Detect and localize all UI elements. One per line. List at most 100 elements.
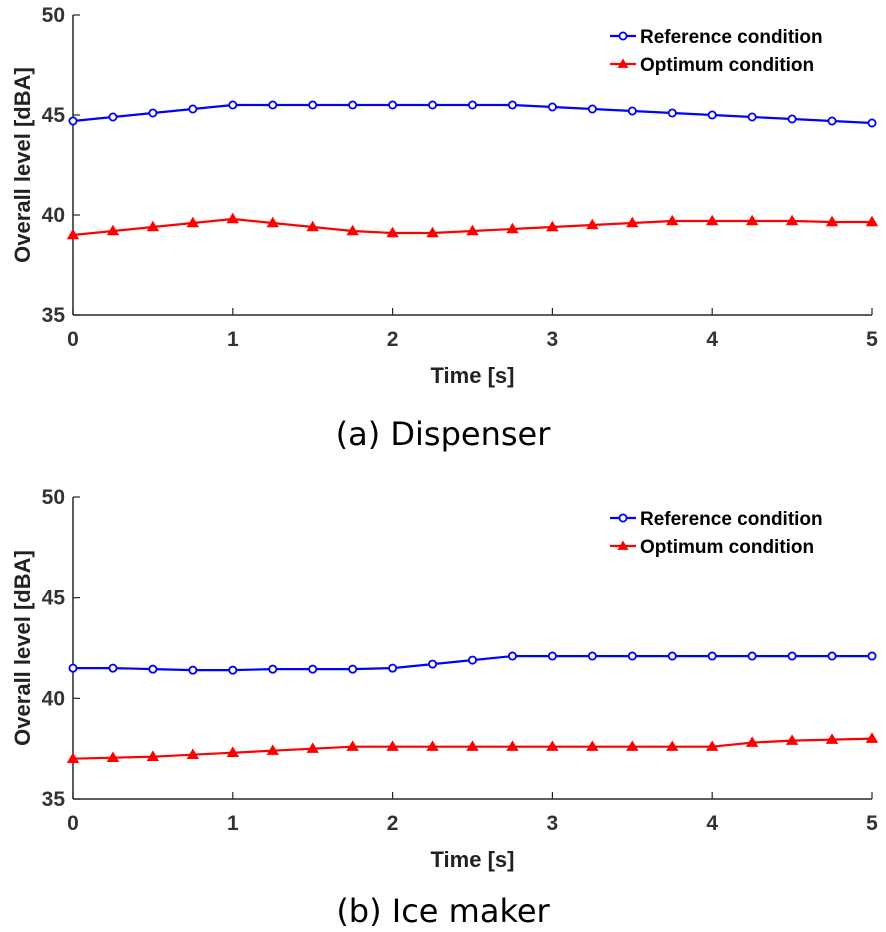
chart-b-y-tick-label: 50 — [42, 486, 65, 509]
chart-a-x-tick-label: 4 — [706, 328, 718, 351]
chart-a-y-axis-label: Overall level [dBA] — [10, 67, 35, 263]
chart-a-series-optimum-point — [666, 214, 679, 226]
chart-b-x-axis-label: Time [s] — [431, 847, 515, 872]
chart-a-series-optimum-point — [586, 218, 599, 230]
chart-a-series-reference-point — [667, 108, 677, 118]
chart-a-series-reference-point — [827, 116, 837, 126]
chart-a-series-reference-point — [627, 106, 637, 116]
chart-b-series-reference-point — [108, 663, 118, 673]
chart-b-series-reference-point — [827, 651, 837, 661]
chart-b-x-tick-label: 0 — [67, 812, 79, 835]
chart-a-series-optimum-point — [825, 215, 839, 227]
chart-a-series-optimum-point — [346, 224, 359, 236]
chart-a-series-reference-point — [747, 112, 757, 122]
chart-a-series-optimum-point — [306, 220, 319, 232]
chart-a-series-reference-point — [268, 100, 278, 110]
chart-a-series-optimum-point — [706, 214, 719, 226]
chart-b-series-optimum-point — [426, 740, 439, 751]
chart-a-series-optimum-point — [186, 216, 200, 228]
chart-b-series-reference-point — [667, 651, 677, 661]
chart-b-series-reference-point — [228, 665, 238, 675]
chart-a-series-reference-point — [507, 100, 517, 110]
chart-a-series-optimum-point — [466, 224, 479, 236]
chart-a-series-optimum-point — [426, 226, 439, 238]
chart-b-series-optimum-point — [785, 734, 799, 745]
chart-b-series-reference-point — [388, 663, 398, 673]
chart-b-series-optimum-point — [186, 748, 200, 759]
chart-b-series-reference-point — [308, 664, 318, 674]
chart-a-caption: (a) Dispenser — [336, 415, 552, 453]
chart-b-series-reference-point — [428, 659, 438, 669]
chart-a-series-reference-point — [148, 108, 158, 118]
chart-a-series-optimum-point — [785, 214, 799, 226]
chart-a-series-reference-point — [68, 116, 78, 126]
chart-a-series-reference-point — [707, 110, 717, 120]
chart-a-series-reference-point — [348, 100, 358, 110]
chart-b-y-tick-label: 40 — [42, 687, 65, 710]
chart-b-legend-optimum-marker — [617, 540, 629, 550]
chart-a-series-optimum-point — [506, 222, 519, 234]
chart-a-x-tick-label: 0 — [67, 328, 79, 351]
chart-a-series-reference-point — [867, 118, 877, 128]
chart-b-series-reference-point — [148, 664, 158, 674]
chart-a-series-optimum-point — [266, 216, 279, 228]
chart-b-legend-reference-marker — [618, 513, 628, 523]
chart-a-series-reference-point — [228, 100, 238, 110]
chart-b-series-optimum-point — [146, 750, 160, 761]
chart-b-series-optimum-point — [346, 740, 359, 751]
chart-a-series-reference-point — [547, 102, 557, 112]
chart-a-legend-reference-marker — [618, 31, 628, 41]
chart-a-legend-optimum-marker — [617, 58, 629, 68]
chart-b-series-optimum-point — [745, 736, 759, 747]
chart-a-x-tick-label: 5 — [866, 328, 878, 351]
chart-b-series-reference-point — [867, 651, 877, 661]
chart-a-y-tick-label: 50 — [42, 4, 65, 27]
chart-a-y-tick-label: 35 — [42, 304, 66, 327]
chart-a-series-reference-point — [587, 104, 597, 114]
chart-b-series-optimum-point — [266, 744, 279, 755]
chart-a-series-reference-point — [108, 112, 118, 122]
chart-a-series-optimum-point — [226, 212, 239, 224]
chart-a-series-reference-point — [428, 100, 438, 110]
chart-a-series-reference-point — [787, 114, 797, 124]
chart-a-series-reference-point — [388, 100, 398, 110]
chart-b-series-optimum-point — [226, 746, 239, 757]
chart-b-series-optimum-point — [586, 740, 599, 751]
chart-b-y-tick-label: 35 — [42, 788, 66, 811]
chart-a-series-optimum-point — [146, 220, 160, 232]
chart-b-series-optimum-point — [626, 740, 639, 751]
chart-b-y-axis-label: Overall level [dBA] — [10, 550, 35, 746]
chart-b-series-optimum-point — [506, 740, 519, 751]
chart-b-series-reference-point — [188, 665, 198, 675]
chart-b-series-optimum-point — [666, 740, 679, 751]
chart-b-series-reference-point — [707, 651, 717, 661]
chart-a-series-optimum-point — [546, 220, 559, 232]
chart-b-series-reference-point — [507, 651, 517, 661]
chart-a-series-optimum-point — [106, 224, 120, 236]
chart-b-series-reference-point — [467, 655, 477, 665]
chart-a-series-optimum-point — [386, 226, 399, 238]
chart-b-series-reference-point — [627, 651, 637, 661]
chart-b-x-tick-label: 2 — [387, 812, 399, 835]
chart-b-legend-optimum-label: Optimum condition — [640, 537, 814, 558]
chart-a-legend-reference-label: Reference condition — [640, 27, 823, 48]
chart-b-series-optimum-point — [706, 740, 719, 751]
chart-b-y-tick-label: 45 — [42, 587, 66, 610]
chart-a-series-optimum-point — [626, 216, 639, 228]
chart-b-series-optimum-point — [865, 732, 879, 743]
chart-b-series-reference-point — [547, 651, 557, 661]
chart-a-series-optimum-point — [745, 214, 759, 226]
chart-a-x-tick-label: 3 — [547, 328, 559, 351]
chart-a-x-axis-label: Time [s] — [431, 363, 515, 388]
chart-b-series-optimum-point — [106, 751, 120, 762]
chart-a-series-optimum-point — [865, 215, 879, 227]
chart-b-x-tick-label: 3 — [547, 812, 559, 835]
chart-b-series-optimum-point — [825, 733, 839, 744]
chart-b-x-tick-label: 5 — [866, 812, 878, 835]
chart-b-series-reference-point — [587, 651, 597, 661]
chart-b-caption: (b) Ice maker — [336, 892, 550, 930]
chart-a-series-optimum-point — [66, 228, 80, 240]
chart-b-series-optimum-point — [546, 740, 559, 751]
